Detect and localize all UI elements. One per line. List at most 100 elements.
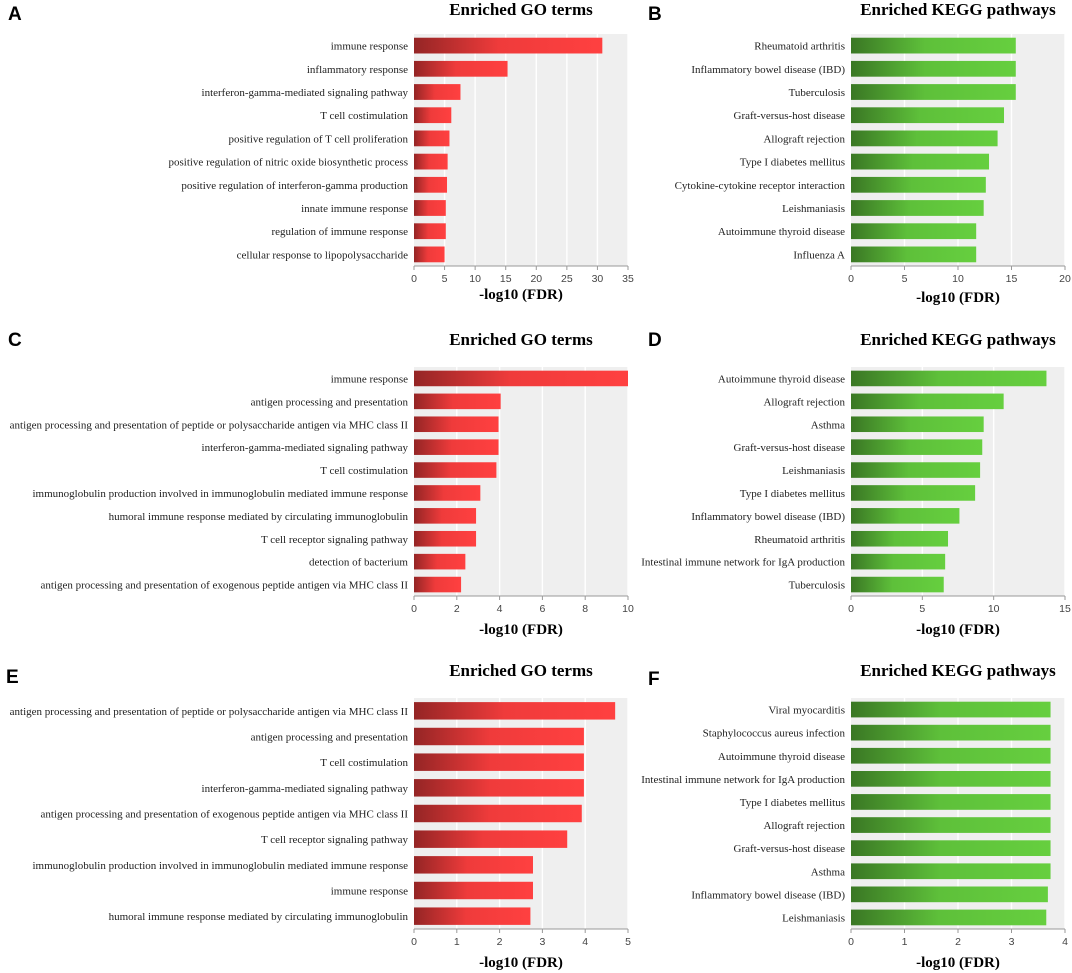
bar (414, 830, 568, 848)
panel-a: A Enriched GO terms 0 5 10 15 20 25 30 35 immune… (0, 0, 640, 320)
category-label: Graft-versus-host disease (734, 843, 846, 855)
bar (414, 246, 445, 263)
x-tick-label: 20 (530, 273, 542, 285)
category-label: Intestinal immune network for IgA produc… (641, 557, 845, 569)
bar (414, 439, 499, 455)
chart-title: Enriched KEGG pathways (860, 661, 1056, 680)
category-label: regulation of immune response (271, 226, 408, 238)
x-tick-label: 4 (582, 936, 588, 948)
chart-title: Enriched GO terms (449, 661, 593, 680)
category-label: Allograft rejection (763, 133, 845, 145)
category-label: T cell costimulation (320, 465, 408, 477)
category-label: Asthma (811, 866, 845, 878)
category-label: Viral myocarditis (768, 705, 845, 717)
bar (851, 462, 981, 478)
panel-e: E Enriched GO terms 0 1 2 3 4 5 antigen proces… (0, 655, 640, 973)
bar (851, 909, 1047, 926)
bar (414, 176, 448, 193)
x-tick-label: 5 (919, 603, 925, 615)
bar (414, 856, 533, 874)
bar (414, 84, 461, 100)
bar (414, 107, 452, 124)
x-tick-label: 0 (411, 273, 417, 285)
bar (414, 200, 446, 216)
x-tick-label: 4 (1062, 936, 1068, 948)
category-label: Graft-versus-host disease (734, 442, 846, 454)
category-label: Type I diabetes mellitus (740, 797, 845, 809)
x-tick-label: 25 (561, 273, 573, 285)
x-tick-label: 10 (469, 273, 481, 285)
x-tick-label: 3 (1009, 936, 1015, 948)
x-axis-label: -log10 (FDR) (916, 290, 1000, 306)
category-label: Influenza A (793, 249, 845, 261)
bar (414, 881, 533, 900)
x-axis-label: -log10 (FDR) (479, 287, 563, 303)
x-tick-label: 1 (454, 936, 460, 948)
x-tick-label: 0 (411, 936, 417, 948)
x-tick-label: 10 (952, 273, 964, 285)
bar (414, 804, 582, 823)
category-label: Type I diabetes mellitus (740, 157, 845, 169)
chart-title: Enriched GO terms (449, 330, 593, 349)
bar (851, 485, 976, 501)
category-label: Tuberculosis (789, 87, 845, 99)
panel-d: D Enriched KEGG pathways 0 5 10 15 Autoimmun… (640, 326, 1072, 646)
x-tick-label: 0 (411, 603, 417, 615)
category-label: interferon-gamma-mediated signaling path… (202, 87, 409, 99)
bar (414, 462, 497, 478)
chart-area: 0 5 10 15 20 Rheumatoid arthritis Inflammatory… (675, 34, 1071, 285)
category-label: antigen processing and presentation (251, 396, 409, 408)
x-tick-label: 0 (848, 273, 854, 285)
panel-label: B (648, 4, 662, 25)
bar (851, 724, 1051, 741)
category-label: Asthma (811, 419, 845, 431)
bar (851, 770, 1051, 787)
bar (851, 107, 1005, 124)
bar (851, 370, 1047, 387)
x-tick-label: 3 (539, 936, 545, 948)
category-label: Allograft rejection (763, 396, 845, 408)
category-label: positive regulation of interferon-gamma … (181, 180, 408, 192)
chart-area: 0 1 2 3 4 Viral myocarditis Staphylococcus aur… (641, 698, 1068, 948)
category-label: Inflammatory bowel disease (IBD) (691, 511, 845, 523)
bar (414, 416, 499, 433)
chart-title: Enriched KEGG pathways (860, 0, 1056, 19)
bar (414, 530, 477, 547)
category-label: interferon-gamma-mediated signaling path… (202, 442, 409, 454)
bar (414, 223, 446, 240)
bar (414, 727, 584, 746)
panel-c: C Enriched GO terms 0 2 4 6 8 10 immune respon… (0, 326, 640, 646)
bar (851, 439, 983, 455)
bar (414, 753, 584, 771)
chart-area: 0 2 4 6 8 10 immune response antigen processing… (10, 367, 634, 615)
bar (414, 907, 531, 925)
panel-label: E (6, 667, 19, 688)
category-label: Leishmaniasis (782, 912, 845, 924)
category-label: positive regulation of nitric oxide bios… (168, 157, 408, 169)
panel-label: F (648, 669, 660, 690)
bar (851, 153, 990, 170)
x-tick-label: 15 (1059, 603, 1071, 615)
chart-area: 0 5 10 15 20 25 30 35 immune response inflammator… (168, 34, 634, 285)
x-tick-label: 0 (848, 936, 854, 948)
x-tick-label: 8 (582, 603, 588, 615)
panel-label: C (8, 330, 22, 351)
x-tick-label: 2 (454, 603, 460, 615)
x-tick-label: 35 (622, 273, 634, 285)
category-label: antigen processing and presentation of p… (10, 706, 409, 718)
category-label: Allograft rejection (763, 820, 845, 832)
x-axis-label: -log10 (FDR) (916, 955, 1000, 971)
bar (851, 37, 1016, 54)
category-label: inflammatory response (307, 64, 408, 76)
bar (851, 60, 1016, 77)
category-label: Tuberculosis (789, 580, 845, 592)
bar (851, 246, 977, 263)
bar (414, 485, 481, 501)
category-label: innate immune response (301, 203, 408, 215)
category-label: antigen processing and presentation of p… (10, 419, 409, 431)
category-label: immune response (331, 41, 408, 53)
bar (414, 370, 628, 387)
category-label: humoral immune response mediated by circ… (109, 511, 409, 523)
panel-b: B Enriched KEGG pathways 0 5 10 15 20 Rheumat… (640, 0, 1072, 320)
bar (851, 701, 1051, 718)
